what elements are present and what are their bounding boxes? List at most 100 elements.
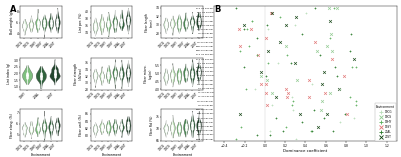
Point (54, 124, 61, 126)
Point (189, 21, 195, 24)
Point (241, 66, 247, 69)
Point (92, 74, 98, 77)
Point (34, 22, 41, 24)
Point (105, 74, 111, 77)
Point (182, 22, 189, 24)
Point (308, 130, 314, 132)
Point (243, 28, 250, 31)
Point (337, 121, 343, 124)
Point (348, 66, 355, 69)
Point (169, 126, 176, 129)
Point (99, 126, 105, 128)
Point (322, 92, 328, 94)
X-axis label: Environment: Environment (101, 153, 122, 157)
Point (282, 125, 289, 128)
Point (263, 83, 269, 86)
Point (41, 126, 47, 128)
Point (285, 92, 292, 94)
Point (317, 54, 323, 56)
Point (28, 128, 34, 130)
Point (311, 108, 318, 111)
Point (241, 24, 247, 27)
Text: A: A (10, 5, 16, 14)
Point (268, 11, 274, 14)
Point (331, 7, 337, 10)
Point (246, 45, 252, 48)
Point (264, 49, 271, 52)
Point (264, 104, 270, 107)
Point (277, 16, 284, 18)
Point (195, 20, 202, 22)
Point (353, 100, 359, 103)
Point (309, 130, 316, 132)
Point (332, 66, 338, 69)
Point (47, 21, 54, 24)
Point (303, 11, 310, 14)
Point (279, 130, 286, 132)
Point (237, 113, 243, 115)
Point (38, 74, 44, 77)
Point (269, 104, 275, 107)
Point (237, 45, 244, 48)
Point (118, 125, 125, 128)
Point (92, 25, 98, 28)
Point (99, 75, 105, 77)
Point (195, 124, 202, 127)
Point (21, 24, 28, 27)
Point (248, 20, 255, 22)
Point (319, 83, 326, 86)
Point (293, 138, 300, 141)
Point (292, 62, 298, 65)
Point (273, 117, 279, 119)
Point (176, 22, 182, 24)
Point (249, 20, 256, 22)
Point (238, 125, 244, 128)
Point (24, 74, 30, 76)
Point (326, 7, 332, 10)
Point (257, 83, 264, 86)
Point (54, 21, 61, 24)
Point (290, 108, 296, 111)
Point (111, 72, 118, 74)
Point (265, 62, 271, 65)
Point (162, 76, 169, 78)
Point (346, 49, 353, 52)
Point (315, 125, 321, 128)
Point (352, 104, 359, 107)
Point (320, 117, 327, 119)
Point (47, 126, 54, 128)
Point (264, 24, 270, 27)
Y-axis label: Boll weight (g): Boll weight (g) (10, 11, 14, 34)
Point (341, 75, 348, 77)
Point (237, 49, 243, 52)
Point (176, 74, 182, 77)
X-axis label: Dominance coefficient: Dominance coefficient (284, 149, 328, 153)
Point (330, 130, 336, 132)
Point (328, 32, 335, 35)
Point (125, 124, 131, 126)
Y-axis label: Lint per. (%): Lint per. (%) (79, 13, 83, 32)
Point (267, 130, 273, 132)
Point (162, 127, 169, 130)
Point (326, 37, 333, 39)
Point (290, 100, 296, 103)
Point (324, 45, 331, 48)
Point (169, 74, 176, 76)
Point (254, 134, 260, 136)
Point (313, 49, 320, 52)
Point (266, 134, 273, 136)
Point (92, 128, 98, 131)
Point (334, 7, 340, 10)
Point (272, 96, 279, 98)
Point (253, 54, 260, 56)
Point (265, 28, 271, 31)
Y-axis label: Fiber micro.
(ug/in): Fiber micro. (ug/in) (144, 65, 152, 83)
Point (21, 127, 28, 130)
Y-axis label: Fiber Rd (%): Fiber Rd (%) (150, 116, 154, 135)
Point (169, 22, 176, 25)
Point (347, 96, 353, 98)
Point (34, 127, 41, 130)
Point (342, 113, 348, 115)
Point (334, 75, 340, 77)
Point (233, 7, 239, 10)
